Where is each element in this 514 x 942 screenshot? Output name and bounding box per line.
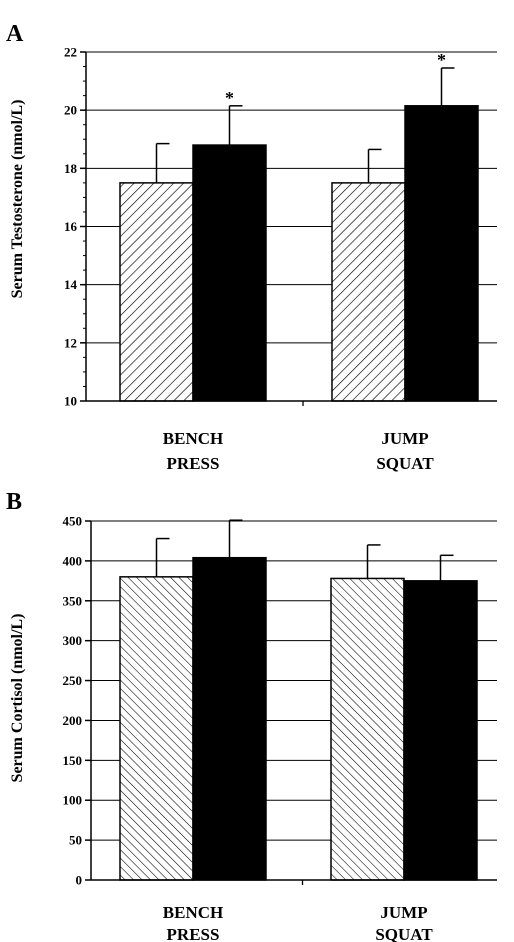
category-label-0-line-1: PRESS bbox=[167, 925, 220, 942]
panel-a: A Serum Testosterone (nmol/L) 10 12 14 16 18… bbox=[6, 21, 497, 473]
category-label-1-line-0: JUMP bbox=[381, 429, 428, 448]
y-tick-label: 0 bbox=[76, 873, 83, 888]
bar-series-0-category-0 bbox=[119, 182, 194, 402]
y-tick-label: 200 bbox=[63, 713, 83, 728]
bar-series-1-category-0 bbox=[192, 144, 267, 402]
y-tick-label: 10 bbox=[64, 394, 77, 409]
y-tick-label: 150 bbox=[63, 753, 83, 768]
category-label-0-line-1: PRESS bbox=[167, 454, 220, 473]
bar-series-0-category-0 bbox=[119, 576, 194, 881]
y-tick-label: 14 bbox=[64, 277, 78, 292]
y-tick-label: 12 bbox=[64, 335, 77, 350]
bar-series-0-category-1 bbox=[331, 182, 406, 402]
significance-marker: * bbox=[225, 88, 234, 108]
panel-b-label: B bbox=[6, 489, 22, 515]
y-tick-label: 450 bbox=[63, 514, 83, 529]
bar-series-1-category-0 bbox=[192, 556, 267, 881]
y-tick-label: 400 bbox=[63, 553, 83, 568]
y-tick-label: 22 bbox=[64, 45, 77, 60]
category-label-1-line-1: SQUAT bbox=[376, 454, 434, 473]
panel-b-y-axis-label: Serum Cortisol (nmol/L) bbox=[9, 614, 26, 783]
y-tick-label: 350 bbox=[63, 593, 83, 608]
y-tick-label: 16 bbox=[64, 219, 78, 234]
significance-marker: * bbox=[437, 50, 446, 70]
y-tick-label: 300 bbox=[63, 633, 83, 648]
panel-a-label: A bbox=[6, 21, 24, 47]
panel-b: B Serum Cortisol (nmol/L) 0 50 100 150 200 25… bbox=[6, 489, 497, 942]
bar-series-0-category-1 bbox=[330, 577, 405, 881]
y-tick-label: 100 bbox=[63, 793, 83, 808]
category-label-0-line-0: BENCH bbox=[163, 903, 223, 922]
bar-series-1-category-1 bbox=[404, 105, 479, 402]
panel-a-y-axis-label: Serum Testosterone (nmol/L) bbox=[9, 100, 26, 299]
category-label-0-line-0: BENCH bbox=[163, 429, 223, 448]
y-tick-label: 18 bbox=[64, 161, 78, 176]
y-tick-label: 250 bbox=[63, 673, 83, 688]
y-tick-label: 20 bbox=[64, 103, 77, 118]
bar-series-1-category-1 bbox=[403, 580, 478, 881]
y-tick-label: 50 bbox=[69, 833, 82, 848]
category-label-1-line-1: SQUAT bbox=[375, 925, 433, 942]
category-label-1-line-0: JUMP bbox=[380, 903, 427, 922]
